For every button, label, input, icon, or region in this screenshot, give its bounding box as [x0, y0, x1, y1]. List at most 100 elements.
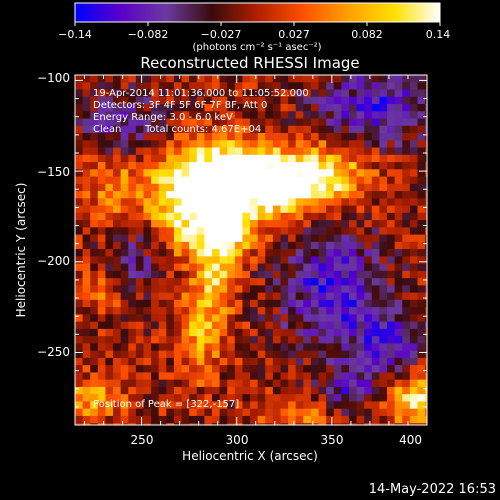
heatmap-cell — [250, 212, 259, 221]
heatmap-cell — [257, 183, 266, 192]
heatmap-cell — [143, 292, 152, 301]
heatmap-cell — [288, 125, 297, 134]
heatmap-cell — [211, 292, 220, 301]
heatmap-cell — [272, 82, 281, 90]
heatmap-cell — [204, 140, 213, 148]
heatmap-cell — [288, 372, 297, 381]
heatmap-cell — [402, 82, 411, 90]
heatmap-cell — [219, 125, 228, 134]
heatmap-cell — [364, 104, 373, 112]
heatmap-cell — [394, 234, 403, 243]
heatmap-cell — [394, 401, 403, 410]
heatmap-cell — [158, 408, 167, 417]
heatmap-cell — [143, 241, 152, 250]
heatmap-cell — [250, 104, 259, 112]
heatmap-cell — [143, 343, 152, 352]
heatmap-cell — [105, 183, 114, 192]
heatmap-cell — [204, 125, 213, 134]
heatmap-cell — [219, 205, 228, 214]
heatmap-cell — [387, 343, 396, 352]
heatmap-cell — [425, 394, 428, 402]
heatmap-cell — [303, 183, 312, 192]
heatmap-cell — [181, 133, 190, 141]
heatmap-cell — [348, 379, 357, 388]
heatmap-cell — [310, 191, 319, 199]
heatmap-cell — [204, 328, 213, 337]
heatmap-cell — [181, 104, 190, 112]
heatmap-cell — [204, 176, 213, 185]
heatmap-cell — [105, 350, 114, 359]
heatmap-cell — [280, 307, 289, 315]
heatmap-cell — [143, 147, 152, 156]
heatmap-cell — [387, 401, 396, 410]
heatmap-cell — [120, 227, 129, 235]
heatmap-cell — [326, 307, 335, 315]
heatmap-cell — [318, 183, 327, 192]
heatmap-cell — [211, 336, 220, 344]
heatmap-cell — [158, 278, 167, 286]
heatmap-cell — [211, 241, 220, 250]
heatmap-cell — [219, 401, 228, 410]
heatmap-cell — [371, 212, 380, 221]
heatmap-cell — [211, 227, 220, 235]
heatmap-cell — [97, 241, 106, 250]
heatmap-cell — [166, 96, 175, 105]
heatmap-cell — [105, 372, 114, 381]
heatmap-cell — [272, 111, 281, 119]
heatmap-cell — [250, 249, 259, 257]
heatmap-cell — [341, 75, 350, 83]
heatmap-cell — [356, 357, 365, 366]
heatmap-cell — [227, 343, 236, 352]
heatmap-cell — [75, 343, 84, 352]
heatmap-cell — [356, 249, 365, 257]
heatmap-cell — [219, 292, 228, 301]
heatmap-cell — [234, 263, 243, 272]
heatmap-cell — [128, 343, 137, 352]
heatmap-cell — [173, 176, 182, 185]
heatmap-cell — [425, 154, 428, 163]
heatmap-cell — [90, 118, 99, 127]
heatmap-cell — [310, 394, 319, 402]
heatmap-cell — [288, 415, 297, 424]
heatmap-cell — [257, 198, 266, 206]
heatmap-cell — [242, 336, 251, 344]
heatmap-cell — [120, 394, 129, 402]
heatmap-cell — [120, 379, 129, 388]
annotation-total-counts: Total counts: 4.67E+04 — [144, 124, 261, 135]
heatmap-cell — [348, 278, 357, 286]
heatmap-cell — [326, 75, 335, 83]
heatmap-cell — [425, 147, 428, 156]
heatmap-cell — [326, 205, 335, 214]
heatmap-cell — [120, 256, 129, 264]
heatmap-cell — [295, 328, 304, 337]
heatmap-cell — [135, 285, 144, 294]
heatmap-cell — [280, 133, 289, 141]
heatmap-cell — [303, 415, 312, 424]
heatmap-cell — [219, 75, 228, 83]
heatmap-cell — [128, 147, 137, 156]
heatmap-cell — [303, 205, 312, 214]
heatmap-cell — [181, 96, 190, 105]
chart-title: Reconstructed RHESSI Image — [140, 54, 359, 72]
heatmap-cell — [113, 241, 122, 250]
heatmap-cell — [151, 307, 160, 315]
heatmap-cell — [379, 140, 388, 148]
heatmap-cell — [97, 104, 106, 112]
heatmap-cell — [173, 314, 182, 323]
heatmap-cell — [394, 292, 403, 301]
heatmap-cell — [295, 212, 304, 221]
heatmap-cell — [272, 198, 281, 206]
heatmap-cell — [348, 205, 357, 214]
heatmap-cell — [211, 176, 220, 185]
heatmap-cell — [341, 176, 350, 185]
heatmap-cell — [166, 220, 175, 228]
heatmap-cell — [105, 394, 114, 402]
heatmap-cell — [356, 133, 365, 141]
heatmap-cell — [326, 241, 335, 250]
heatmap-cell — [151, 423, 160, 426]
heatmap-cell — [402, 285, 411, 294]
heatmap-cell — [120, 299, 129, 308]
heatmap-cell — [402, 249, 411, 257]
heatmap-cell — [97, 365, 106, 373]
heatmap-cell — [173, 75, 182, 83]
